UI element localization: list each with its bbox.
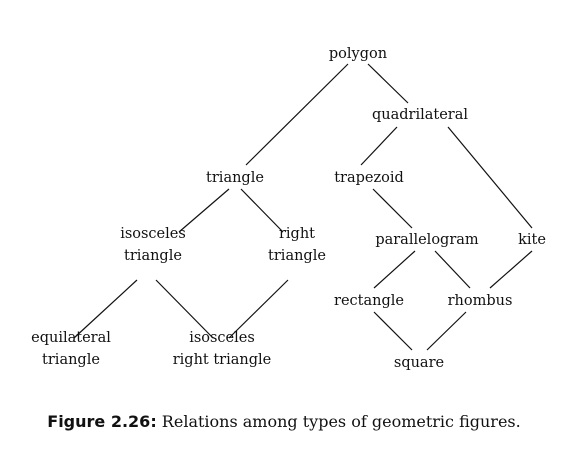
edge-trapezoid-to-parallelogram: [372, 188, 413, 229]
node-quadrilateral: quadrilateral: [372, 107, 468, 123]
node-label-line: right triangle: [173, 352, 272, 368]
node-right-triangle: right triangle: [268, 226, 326, 264]
edge-quadrilateral-to-kite: [447, 126, 533, 229]
edge-triangle-to-isosceles-triangle: [178, 188, 230, 233]
node-label-line: square: [394, 355, 444, 371]
node-kite: kite: [518, 232, 546, 248]
node-label-line: parallelogram: [375, 232, 479, 248]
node-label-line: rectangle: [334, 293, 404, 309]
node-label-line: isosceles: [120, 226, 186, 242]
node-label-line: triangle: [206, 170, 264, 186]
edge-parallelogram-to-rhombus: [434, 250, 471, 289]
edge-isosceles-triangle-to-equilateral-triangle: [73, 279, 138, 339]
figure-caption-label: Figure 2.26:: [47, 412, 157, 431]
edge-kite-to-rhombus: [489, 250, 533, 289]
node-label-line: equilateral: [31, 330, 111, 346]
edge-right-triangle-to-isosceles-right-triangle: [228, 279, 289, 339]
figure-caption-text: Relations among types of geometric figur…: [156, 412, 521, 431]
node-label-line: triangle: [268, 248, 326, 264]
node-triangle: triangle: [206, 170, 264, 186]
node-label-line: right: [279, 226, 315, 242]
node-label-line: rhombus: [448, 293, 513, 309]
node-label-line: triangle: [124, 248, 182, 264]
node-isosceles-right-triangle: isosceles right triangle: [173, 330, 272, 368]
node-rectangle: rectangle: [334, 293, 404, 309]
node-label-line: quadrilateral: [372, 107, 468, 123]
node-label-line: polygon: [329, 46, 387, 62]
edge-triangle-to-right-triangle: [240, 188, 284, 233]
edge-parallelogram-to-rectangle: [373, 250, 416, 289]
node-label-line: kite: [518, 232, 546, 248]
node-polygon: polygon: [329, 46, 387, 62]
node-rhombus: rhombus: [448, 293, 513, 309]
node-label-line: isosceles: [189, 330, 255, 346]
edge-quadrilateral-to-trapezoid: [360, 126, 398, 166]
node-label-line: triangle: [42, 352, 100, 368]
edge-polygon-to-quadrilateral: [367, 63, 409, 104]
edge-rhombus-to-square: [426, 311, 467, 351]
node-isosceles-triangle: isosceles triangle: [120, 226, 186, 264]
edge-polygon-to-triangle: [245, 63, 349, 166]
diagram-edges: [73, 63, 533, 351]
node-square: square: [394, 355, 444, 371]
edge-rectangle-to-square: [373, 311, 413, 351]
node-parallelogram: parallelogram: [375, 232, 479, 248]
node-label-line: trapezoid: [334, 170, 404, 186]
node-equilateral-triangle: equilateral triangle: [31, 330, 111, 368]
edge-isosceles-triangle-to-isosceles-right-triangle: [155, 279, 214, 339]
figure-caption: Figure 2.26: Relations among types of ge…: [0, 412, 568, 431]
diagram-nodes: polygon quadrilateral triangle trapezoid iso…: [31, 46, 546, 371]
node-trapezoid: trapezoid: [334, 170, 404, 186]
